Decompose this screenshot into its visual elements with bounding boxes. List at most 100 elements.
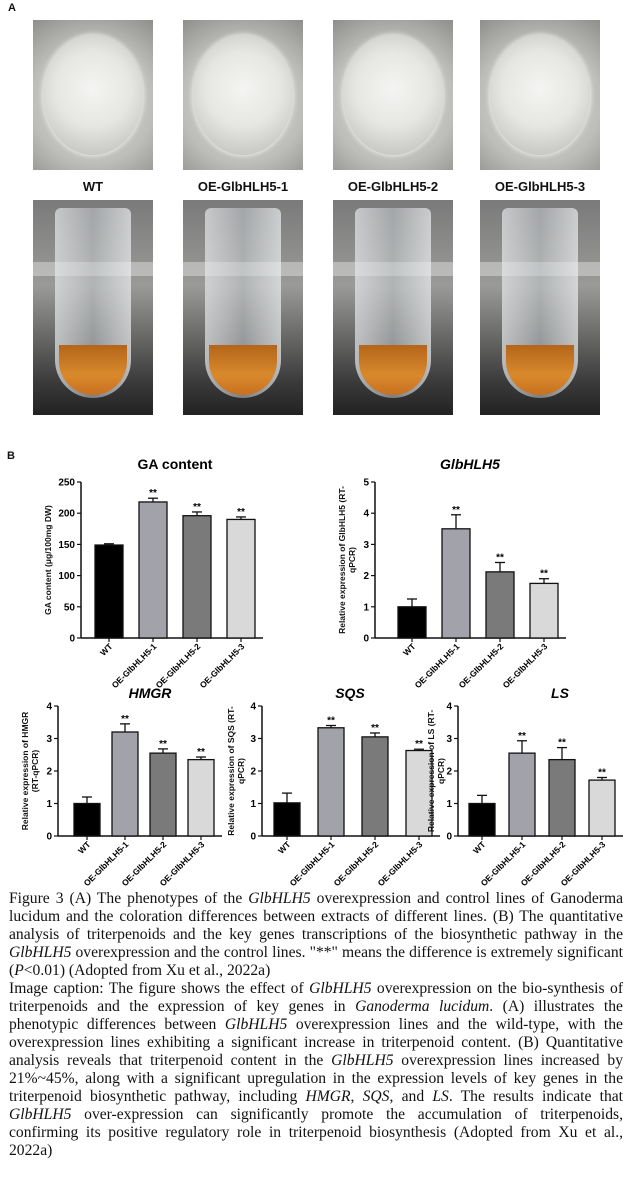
x-tick-label: WT: [76, 839, 93, 856]
italic-term: SQS: [362, 1088, 390, 1105]
caption-segment: overexpression lines increased by 21%~45…: [9, 1052, 623, 1105]
significance-marker: **: [518, 731, 526, 742]
bar: [317, 727, 345, 837]
caption-segment: . (A) illustrates the phenotypic differe…: [9, 998, 623, 1033]
x-tick-label: OE-GlbHLH5-3: [376, 839, 425, 888]
y-tick-label: 100: [58, 571, 75, 582]
x-tick-label: OE-GlbHLH5-2: [457, 641, 506, 690]
significance-marker: **: [371, 723, 379, 734]
bar: [468, 802, 496, 837]
y-tick-label: 4: [250, 702, 256, 713]
significance-marker: **: [121, 714, 129, 725]
bar: [588, 779, 616, 837]
caption-segment: overexpression lines and the wild-type, …: [9, 1016, 623, 1069]
significance-marker: **: [598, 768, 606, 779]
y-axis-label: Relative expression of LS (RT-qPCR): [426, 709, 446, 833]
y-tick-label: 0: [69, 634, 75, 645]
y-tick-label: 0: [46, 832, 52, 843]
italic-term: GlbHLH5: [9, 944, 72, 961]
bar: [548, 758, 576, 837]
caption-segment: overexpression and control lines of Gano…: [9, 890, 623, 943]
extract-tube-photo: [333, 200, 453, 415]
italic-term: GlbHLH5: [331, 1052, 394, 1069]
y-tick-label: 250: [58, 478, 75, 489]
y-tick-label: 150: [58, 540, 75, 551]
x-tick-label: WT: [98, 641, 115, 658]
bar: [508, 752, 536, 837]
significance-marker: **: [237, 507, 245, 518]
line-label: WT: [82, 179, 104, 194]
italic-term: Ganoderma lucidum: [355, 998, 490, 1015]
bar: [149, 752, 177, 837]
y-axis-label: Relative expression of SQS (RT-qPCR): [226, 706, 246, 836]
bar: [138, 501, 168, 639]
italic-term: GlbHLH5: [224, 1016, 288, 1033]
caption-segment: ,: [350, 1088, 363, 1105]
figure-caption: Figure 3 (A) The phenotypes of the GlbHL…: [9, 890, 623, 1160]
chart-title: HMGR: [129, 685, 173, 701]
line-label: OE-GlbHLH5-3: [494, 179, 586, 194]
caption-segment: overexpression on the bio-synthesis of t…: [9, 980, 624, 1015]
y-tick-label: 1: [250, 799, 256, 810]
significance-marker: **: [415, 739, 423, 750]
italic-term: GlbHLH5: [309, 980, 372, 997]
bar: [73, 802, 101, 837]
caption-segment: . The results indicate that: [448, 1088, 624, 1105]
caption-segment: over-expression can significantly promot…: [9, 1106, 623, 1159]
significance-marker: **: [197, 747, 205, 758]
bar: [529, 582, 559, 639]
x-tick-label: OE-GlbHLH5-2: [154, 641, 203, 690]
colony: [343, 35, 443, 155]
significance-marker: **: [149, 488, 157, 499]
extract-tube-photo: [183, 200, 303, 415]
significance-marker: **: [540, 569, 548, 580]
y-tick-label: 4: [46, 702, 52, 713]
x-tick-label: OE-GlbHLH5-2: [332, 839, 381, 888]
italic-term: HMGR: [305, 1088, 351, 1105]
chart-title: GlbHLH5: [440, 456, 500, 472]
x-tick-label: OE-GlbHLH5-1: [413, 641, 462, 690]
y-tick-label: 0: [250, 832, 256, 843]
caption-segment: <0.01) (Adopted from Xu et al., 2022a): [23, 962, 271, 979]
y-tick-label: 4: [363, 509, 369, 520]
bar: [485, 571, 515, 639]
chart-title: SQS: [335, 685, 365, 701]
bar: [94, 544, 124, 639]
bar: [273, 802, 301, 837]
figure-caption-text: Figure 3 (A) The phenotypes of the GlbHL…: [9, 890, 623, 980]
colony-plate-photo: [480, 20, 600, 170]
caption-segment: overexpression and the control lines. "*…: [9, 944, 623, 979]
italic-term: P: [14, 962, 24, 979]
bar: [361, 736, 389, 837]
bar: [397, 606, 427, 639]
bar: [182, 515, 212, 639]
significance-marker: **: [327, 716, 335, 727]
italic-term: GlbHLH5: [248, 890, 311, 907]
y-tick-label: 50: [64, 602, 76, 613]
y-tick-label: 200: [58, 509, 75, 520]
bar: [405, 749, 433, 837]
y-tick-label: 2: [250, 767, 256, 778]
y-tick-label: 1: [446, 799, 452, 810]
y-tick-label: 5: [363, 478, 369, 489]
y-tick-label: 1: [46, 799, 52, 810]
colony: [193, 35, 293, 155]
y-tick-label: 2: [446, 767, 452, 778]
significance-marker: **: [558, 738, 566, 749]
extract-tube-photo: [33, 200, 153, 415]
italic-term: LS: [432, 1088, 449, 1105]
significance-marker: **: [452, 505, 460, 516]
line-label: OE-GlbHLH5-2: [347, 179, 439, 194]
y-tick-label: 3: [250, 734, 256, 745]
y-tick-label: 2: [46, 767, 52, 778]
bar: [111, 731, 139, 837]
y-tick-label: 3: [46, 734, 52, 745]
bar-charts: GA content050100150200250WT**OE-GlbHLH5-…: [46, 456, 623, 888]
y-tick-label: 2: [363, 571, 369, 582]
colony-plate-photo: [33, 20, 153, 170]
x-tick-label: OE-GlbHLH5-3: [198, 641, 247, 690]
y-tick-label: 4: [446, 702, 452, 713]
x-tick-label: OE-GlbHLH5-3: [501, 641, 550, 690]
y-axis-label: GA content (μg/100mg DW): [43, 505, 53, 615]
y-axis-label: Relative expression of HMGR (RT-qPCR): [20, 711, 40, 831]
